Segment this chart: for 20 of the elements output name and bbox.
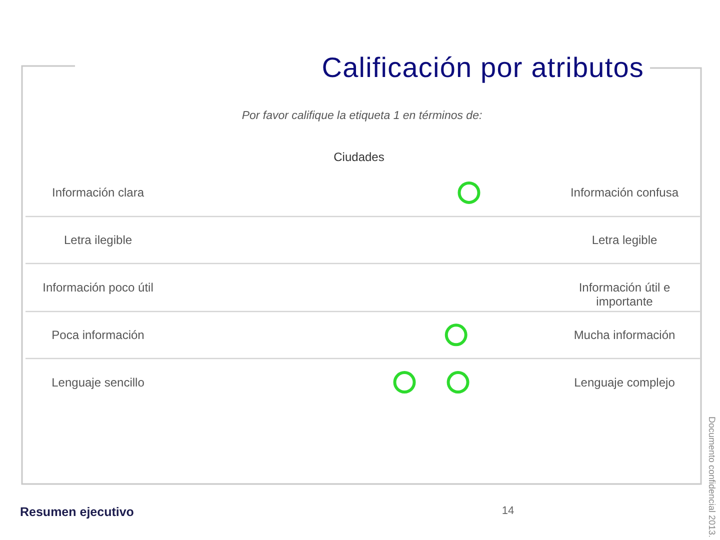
y-tick-label: Información clara xyxy=(52,186,144,200)
chart-title: Calificación por atributos xyxy=(322,52,644,84)
y2-tick-label: Información confusa xyxy=(570,186,679,200)
y2-tick-label: Lenguaje complejo xyxy=(574,375,676,390)
y2-tick-label: Información útil e importante xyxy=(578,280,671,308)
y2-tick-label: Mucha información xyxy=(574,328,676,342)
text: Ciudades xyxy=(332,150,386,165)
point xyxy=(458,181,480,204)
point xyxy=(393,371,416,394)
point xyxy=(444,324,468,346)
y2-tick-label: Letra legible xyxy=(592,233,658,248)
y-tick-label: Letra ilegible xyxy=(64,233,132,248)
text: Documento confidencial 2013. xyxy=(706,416,718,538)
chart-subtitle: Por favor califique la etiqueta 1 en términos de: xyxy=(240,110,484,124)
point xyxy=(446,371,470,394)
y-tick-label: Información poco útil xyxy=(42,280,154,294)
y-tick-label: Poca información xyxy=(52,328,144,342)
y-tick-label: Lenguaje sencillo xyxy=(52,375,145,390)
text: 14 xyxy=(500,505,516,518)
text: Resumen ejecutivo xyxy=(20,505,134,520)
